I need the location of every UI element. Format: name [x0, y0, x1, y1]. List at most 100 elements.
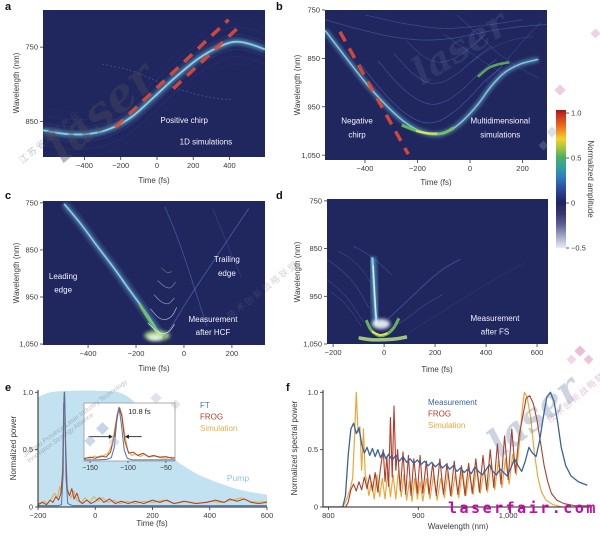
svg-text:400: 400	[203, 511, 216, 520]
svg-text:0.5: 0.5	[571, 154, 581, 163]
svg-text:0: 0	[314, 503, 318, 512]
svg-text:Time (fs): Time (fs)	[138, 176, 170, 185]
svg-text:850: 850	[307, 54, 320, 63]
svg-text:400: 400	[223, 161, 236, 170]
svg-text:200: 200	[187, 161, 200, 170]
svg-text:0: 0	[382, 348, 386, 357]
svg-text:edge: edge	[54, 285, 72, 294]
svg-text:1,050: 1,050	[301, 151, 320, 160]
svg-text:−150: −150	[82, 465, 98, 472]
svg-text:850: 850	[309, 244, 322, 253]
svg-text:after HCF: after HCF	[196, 328, 231, 337]
panel-label-b: b	[276, 1, 283, 13]
svg-text:0.5: 0.5	[23, 445, 33, 454]
svg-text:−400: −400	[80, 349, 97, 358]
watermark-site-url: laserfair.com	[448, 499, 598, 517]
svg-text:Trailing: Trailing	[214, 255, 240, 264]
svg-text:1.0: 1.0	[23, 388, 33, 397]
svg-text:750: 750	[25, 43, 38, 52]
svg-text:after FS: after FS	[481, 327, 509, 336]
svg-text:FROG: FROG	[428, 410, 451, 419]
svg-text:200: 200	[226, 349, 239, 358]
svg-text:Time (fs): Time (fs)	[420, 178, 452, 187]
panel-label-c: c	[5, 190, 12, 202]
svg-text:Simulation: Simulation	[200, 424, 237, 433]
svg-text:600: 600	[531, 348, 544, 357]
panel-e-inset: 10.8 fs −150 −100 −50	[82, 402, 176, 472]
svg-text:0: 0	[571, 199, 575, 208]
svg-text:1D simulations: 1D simulations	[180, 137, 232, 146]
svg-text:FT: FT	[200, 401, 210, 410]
svg-text:Time (fs): Time (fs)	[136, 519, 168, 528]
svg-text:−50: −50	[160, 465, 172, 472]
panel-c-spectrogram: Leading edge Trailing edge Measurement after …	[12, 198, 265, 373]
svg-text:Measurement: Measurement	[189, 315, 239, 324]
svg-text:200: 200	[146, 511, 159, 520]
svg-text:200: 200	[429, 348, 442, 357]
svg-text:Measurement: Measurement	[428, 398, 478, 407]
svg-text:Negative: Negative	[341, 117, 373, 126]
svg-text:−200: −200	[30, 511, 47, 520]
panel-label-f: f	[286, 382, 290, 394]
svg-text:0: 0	[29, 503, 33, 512]
svg-text:1.0: 1.0	[571, 109, 581, 118]
svg-text:−200: −200	[112, 161, 129, 170]
svg-text:simulations: simulations	[480, 130, 520, 139]
panel-label-d: d	[276, 190, 283, 202]
svg-text:0: 0	[182, 349, 186, 358]
svg-text:10.8 fs: 10.8 fs	[128, 407, 151, 416]
svg-text:850: 850	[25, 117, 38, 126]
svg-text:800: 800	[322, 511, 335, 520]
svg-text:0: 0	[155, 161, 159, 170]
svg-text:Normalized power: Normalized power	[9, 415, 18, 480]
svg-text:Leading: Leading	[49, 272, 77, 281]
svg-text:400: 400	[480, 348, 493, 357]
svg-text:Wavelength (nm): Wavelength (nm)	[293, 241, 302, 302]
svg-text:0: 0	[468, 164, 472, 173]
svg-text:950: 950	[309, 292, 322, 301]
svg-text:900: 900	[412, 511, 425, 520]
svg-text:950: 950	[307, 102, 320, 111]
svg-text:Multidimensional: Multidimensional	[470, 117, 530, 126]
svg-text:Normalized spectral power: Normalized spectral power	[290, 400, 299, 495]
svg-text:1,000: 1,000	[499, 511, 518, 520]
svg-text:Measurement: Measurement	[471, 314, 521, 323]
svg-text:Wavelength (nm): Wavelength (nm)	[12, 242, 21, 303]
panel-e-chart: Time (fs)Normalized power−200 0 200 400 6000…	[9, 388, 273, 528]
svg-text:750: 750	[309, 197, 322, 206]
svg-text:FROG: FROG	[200, 413, 223, 422]
svg-text:850: 850	[25, 246, 38, 255]
svg-text:0: 0	[93, 511, 97, 520]
svg-text:Positive chirp: Positive chirp	[160, 116, 208, 125]
svg-text:edge: edge	[218, 269, 236, 278]
svg-text:Wavelength (nm): Wavelength (nm)	[428, 522, 489, 531]
panel-f-chart: Wavelength (nm) Normalized spectral power…	[290, 388, 590, 531]
svg-text:950: 950	[25, 293, 38, 302]
svg-text:1,050: 1,050	[19, 340, 38, 349]
svg-text:1,050: 1,050	[303, 340, 322, 349]
panel-b-spectrogram: Negative chirp Multidimensional simulations…	[293, 6, 547, 187]
svg-text:−200: −200	[409, 164, 426, 173]
panel-a-spectrogram: Positive chirp 1D simulations Time (fs) Wav…	[12, 10, 265, 185]
svg-text:Time (fs): Time (fs)	[138, 364, 170, 373]
svg-text:Normalized amplitude: Normalized amplitude	[586, 140, 595, 218]
svg-text:Wavelength (nm): Wavelength (nm)	[293, 54, 302, 115]
svg-text:chirp: chirp	[348, 130, 366, 139]
svg-text:Wavelength (nm): Wavelength (nm)	[12, 52, 21, 113]
panel-d-spectrogram: Measurement after FS Time (fs) Wavelength (…	[293, 197, 548, 374]
svg-text:−400: −400	[356, 164, 373, 173]
panel-label-a: a	[5, 1, 12, 13]
svg-text:Time (fs): Time (fs)	[421, 365, 453, 374]
svg-text:200: 200	[516, 164, 529, 173]
panel-label-e: e	[5, 382, 12, 394]
svg-text:750: 750	[307, 6, 320, 15]
svg-text:750: 750	[25, 198, 38, 207]
svg-text:0.5: 0.5	[308, 445, 318, 454]
svg-text:1.0: 1.0	[308, 388, 318, 397]
svg-text:−100: −100	[120, 465, 136, 472]
svg-text:Simulation: Simulation	[428, 421, 465, 430]
svg-text:−400: −400	[76, 161, 93, 170]
svg-text:Pump: Pump	[227, 473, 249, 483]
